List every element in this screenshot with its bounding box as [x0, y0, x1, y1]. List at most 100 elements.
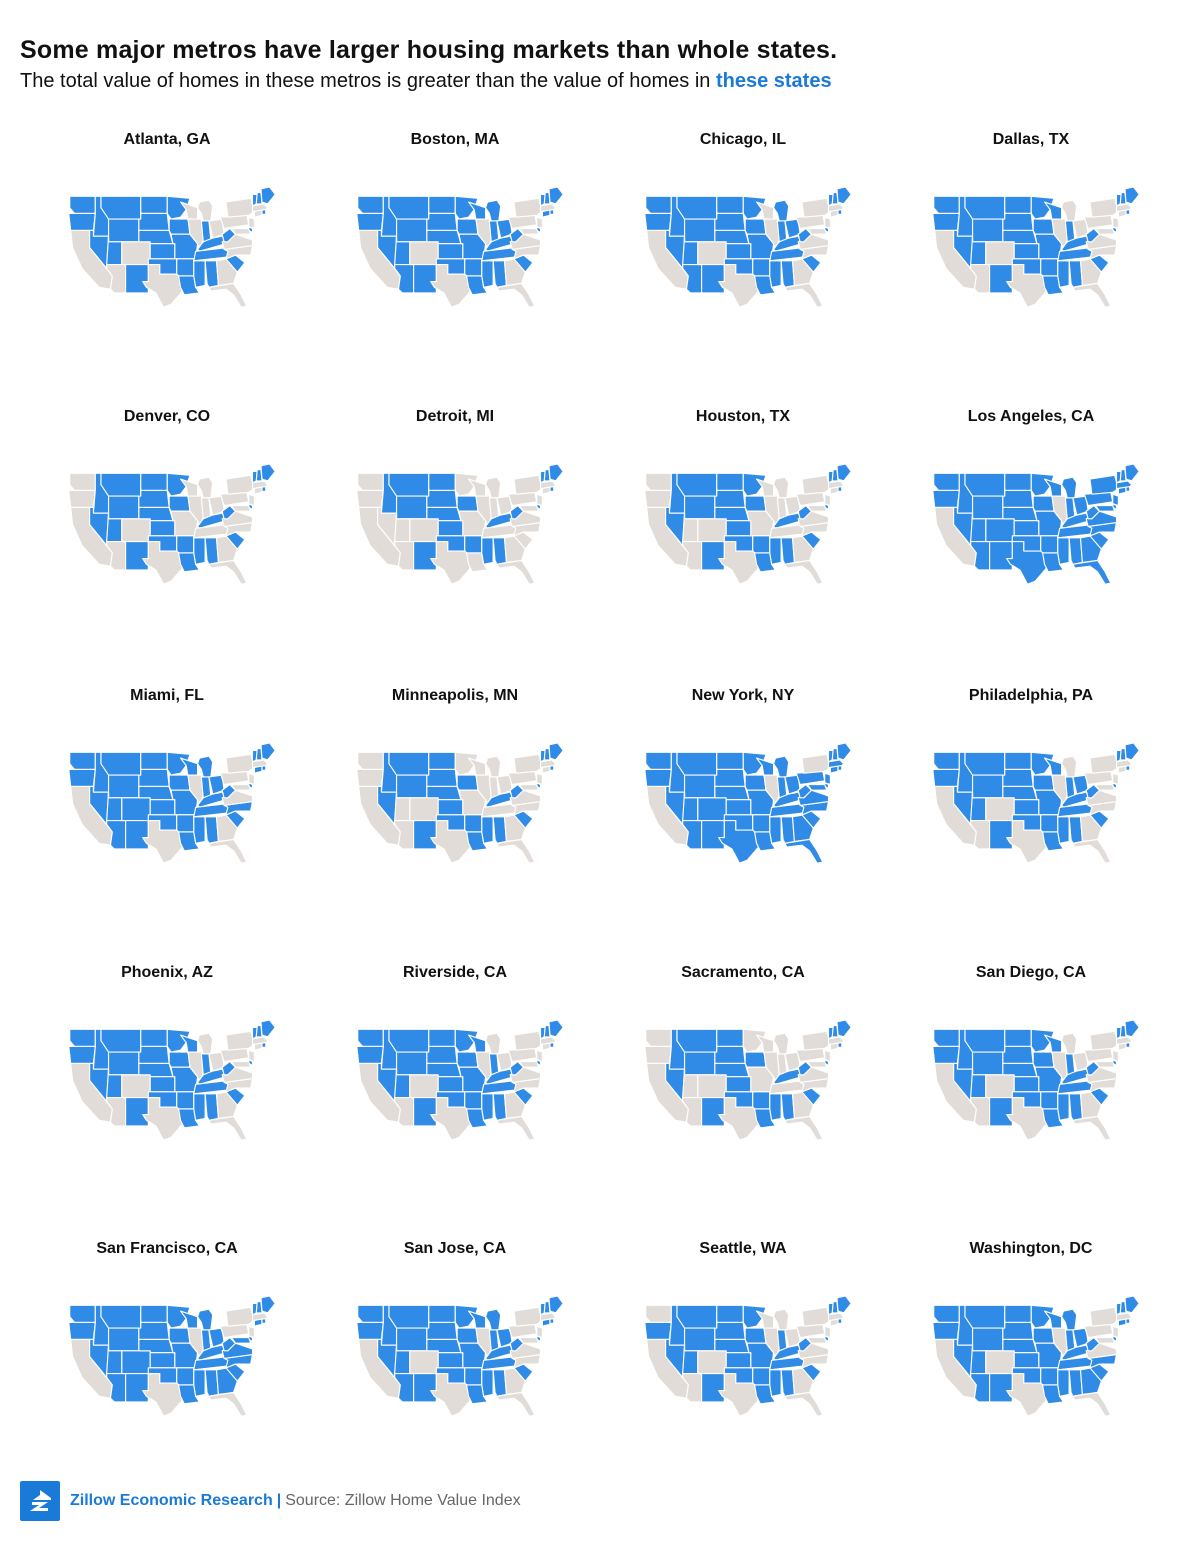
us-state-map — [932, 1295, 1140, 1417]
footer-source: Source: Zillow Home Value Index — [285, 1492, 521, 1509]
state-wy — [107, 218, 140, 243]
state-me — [836, 1295, 852, 1314]
state-wv — [221, 783, 237, 799]
state-wa — [645, 195, 672, 214]
metro-panel: Detroit, MI — [310, 407, 600, 677]
state-ks — [149, 243, 176, 260]
state-co — [121, 1074, 151, 1099]
state-fl — [208, 838, 248, 864]
state-mn — [742, 751, 767, 776]
state-tx — [1006, 819, 1047, 864]
state-wy — [395, 1327, 428, 1352]
state-nm — [125, 1372, 149, 1403]
state-nm — [989, 1096, 1013, 1127]
state-ms — [193, 537, 206, 565]
state-nm — [413, 540, 437, 571]
metro-name: Riverside, CA — [402, 964, 508, 981]
state-wy — [107, 1051, 140, 1076]
metro-panel: Dallas, TX — [886, 130, 1176, 400]
state-sd — [426, 768, 458, 788]
footer-separator: | — [276, 1492, 282, 1509]
state-ar — [1040, 258, 1059, 277]
state-ia — [168, 1051, 191, 1068]
state-ny — [225, 197, 255, 218]
state-nd — [716, 1304, 744, 1323]
state-nd — [428, 1028, 456, 1047]
state-mn — [454, 195, 479, 220]
state-co — [121, 241, 151, 266]
state-pa — [795, 1323, 826, 1339]
state-wv — [797, 227, 813, 243]
state-ks — [725, 1352, 752, 1369]
state-mn — [742, 472, 767, 497]
state-md — [807, 783, 828, 791]
state-ny — [513, 197, 543, 218]
state-nm — [125, 540, 149, 571]
state-wa — [645, 1028, 672, 1047]
state-wv — [221, 227, 237, 243]
state-nd — [716, 751, 744, 770]
state-wv — [797, 1060, 813, 1076]
state-tx — [142, 263, 183, 308]
metro-name: Philadelphia, PA — [968, 687, 1094, 704]
state-md — [1095, 227, 1116, 235]
state-wa — [357, 751, 384, 770]
state-ar — [1040, 1091, 1059, 1110]
state-pa — [219, 214, 250, 230]
state-wy — [107, 774, 140, 799]
state-ms — [481, 1369, 494, 1397]
state-nm — [701, 263, 725, 294]
state-ks — [1013, 1352, 1040, 1369]
metro-name: Boston, MA — [410, 131, 500, 148]
state-ks — [725, 520, 752, 537]
us-state-map — [932, 1019, 1140, 1141]
state-fl — [208, 1391, 248, 1417]
state-fl — [784, 838, 824, 864]
state-ne — [138, 1062, 174, 1078]
state-ny — [513, 474, 543, 495]
state-mi — [1061, 755, 1078, 778]
state-wy — [683, 495, 716, 520]
state-wy — [971, 1327, 1004, 1352]
state-nm — [989, 263, 1013, 294]
state-me — [836, 463, 852, 482]
state-ny — [801, 474, 831, 495]
state-ny — [1089, 1306, 1119, 1327]
state-pa — [219, 1323, 250, 1339]
metro-panel: Seattle, WA — [598, 1239, 888, 1509]
state-ny — [513, 753, 543, 774]
state-ks — [437, 799, 464, 816]
state-tx — [430, 819, 471, 864]
state-me — [1124, 742, 1140, 761]
state-nd — [1004, 1028, 1032, 1047]
state-me — [836, 1019, 852, 1038]
state-ks — [437, 243, 464, 260]
metro-name: Houston, TX — [695, 408, 791, 425]
us-state-map — [932, 186, 1140, 308]
state-md — [807, 1336, 828, 1344]
state-mi — [485, 1308, 502, 1331]
state-co — [121, 518, 151, 543]
state-tx — [718, 263, 759, 308]
state-ne — [138, 506, 174, 522]
state-pa — [1083, 491, 1114, 507]
state-or — [68, 489, 96, 509]
state-mn — [454, 472, 479, 497]
state-co — [409, 518, 439, 543]
state-wv — [509, 1336, 525, 1352]
state-mi — [1061, 1308, 1078, 1331]
state-nd — [140, 195, 168, 214]
state-ks — [149, 799, 176, 816]
state-or — [68, 768, 96, 788]
state-fl — [1072, 838, 1112, 864]
state-ia — [744, 774, 767, 791]
us-state-map — [356, 742, 564, 864]
state-pa — [795, 1047, 826, 1063]
state-nh — [543, 1025, 551, 1038]
state-sd — [138, 768, 170, 788]
state-co — [985, 518, 1015, 543]
metro-name: Miami, FL — [130, 687, 204, 704]
state-fl — [1072, 559, 1112, 585]
state-ia — [744, 218, 767, 235]
state-ms — [481, 260, 494, 288]
